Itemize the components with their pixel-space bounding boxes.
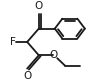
- Text: F: F: [10, 37, 16, 47]
- Text: O: O: [23, 71, 31, 81]
- Text: O: O: [35, 1, 43, 11]
- Text: O: O: [49, 50, 58, 60]
